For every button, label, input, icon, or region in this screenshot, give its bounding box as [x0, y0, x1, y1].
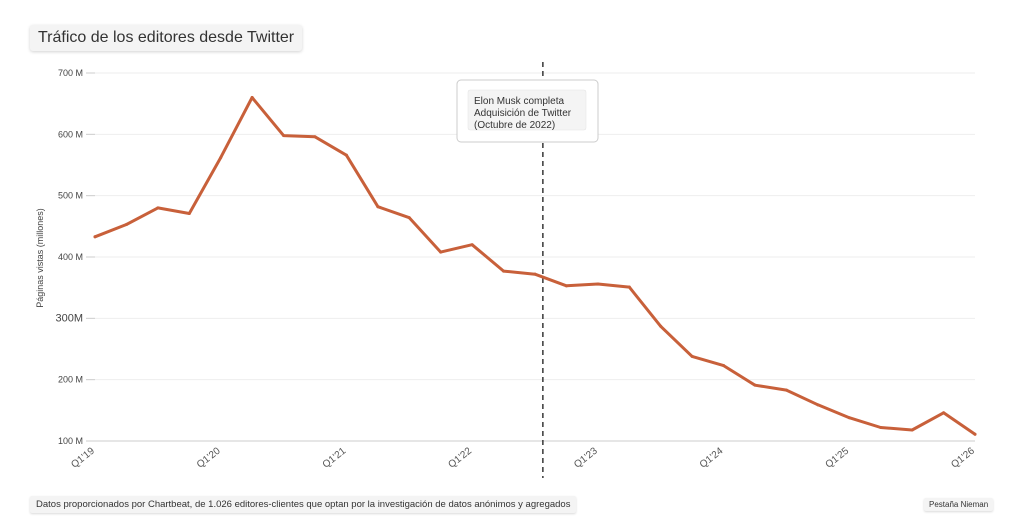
- data-point: [910, 428, 914, 432]
- y-tick-label: 600 M: [58, 129, 83, 139]
- data-point: [596, 282, 600, 286]
- data-point: [313, 135, 317, 139]
- data-point: [344, 153, 348, 157]
- y-tick-label: 500 M: [58, 191, 83, 201]
- y-axis-label: Páginas vistas (millones): [35, 208, 45, 308]
- x-tick-label: Q1'24: [698, 445, 726, 470]
- data-point: [690, 354, 694, 358]
- credit-label: Pestaña Nieman: [924, 498, 994, 511]
- data-point: [124, 222, 128, 226]
- data-point: [879, 426, 883, 430]
- data-point: [376, 205, 380, 209]
- y-tick-label: 400 M: [58, 252, 83, 262]
- series-line: [93, 96, 977, 436]
- data-point: [250, 96, 254, 100]
- y-tick-label: 300M: [55, 312, 83, 324]
- data-point: [973, 432, 977, 436]
- x-tick-label: Q1'25: [824, 445, 852, 470]
- annotation-line-1: Elon Musk completa: [474, 96, 564, 107]
- data-point: [784, 388, 788, 392]
- annotation-line-2: Adquisición de Twitter: [474, 108, 572, 119]
- data-point: [564, 284, 568, 288]
- chart-title: Tráfico de los editores desde Twitter: [30, 25, 303, 51]
- data-point: [942, 411, 946, 415]
- y-tick-label: 700 M: [58, 68, 83, 78]
- data-point: [187, 211, 191, 215]
- data-point: [753, 383, 757, 387]
- data-point: [93, 235, 97, 239]
- data-point: [847, 416, 851, 420]
- x-axis-ticks: Q1'19 Q1'20 Q1'21 Q1'22 Q1'23 Q1'24 Q1'25 Q1'26: [69, 445, 977, 470]
- data-point: [659, 324, 663, 328]
- data-point: [282, 134, 286, 138]
- source-note: Datos proporcionados por Chartbeat, de 1…: [30, 496, 577, 513]
- x-tick-label: Q1'19: [69, 445, 97, 470]
- x-tick-label: Q1'26: [949, 445, 977, 470]
- y-tick-label: 100 M: [58, 436, 83, 446]
- data-point: [439, 250, 443, 254]
- data-point: [219, 156, 223, 160]
- data-point: [722, 364, 726, 368]
- data-point: [816, 403, 820, 407]
- x-tick-label: Q1'22: [446, 445, 474, 470]
- x-tick-label: Q1'21: [321, 445, 349, 470]
- x-tick-label: Q1'20: [195, 445, 223, 470]
- data-point: [502, 269, 506, 273]
- data-point: [627, 285, 631, 289]
- y-tick-label: 200 M: [58, 375, 83, 385]
- y-axis-ticks: 700 M 600 M 500 M 400 M 300M 200 M 100 M: [55, 68, 95, 446]
- x-tick-label: Q1'23: [572, 445, 600, 470]
- annotation-line-3: (Octubre de 2022): [474, 120, 555, 131]
- data-points: [93, 96, 977, 436]
- data-point: [407, 216, 411, 220]
- data-point: [156, 206, 160, 210]
- data-point: [533, 272, 537, 276]
- data-point: [470, 243, 474, 247]
- annotation-box: Elon Musk completa Adquisición de Twitte…: [456, 79, 599, 143]
